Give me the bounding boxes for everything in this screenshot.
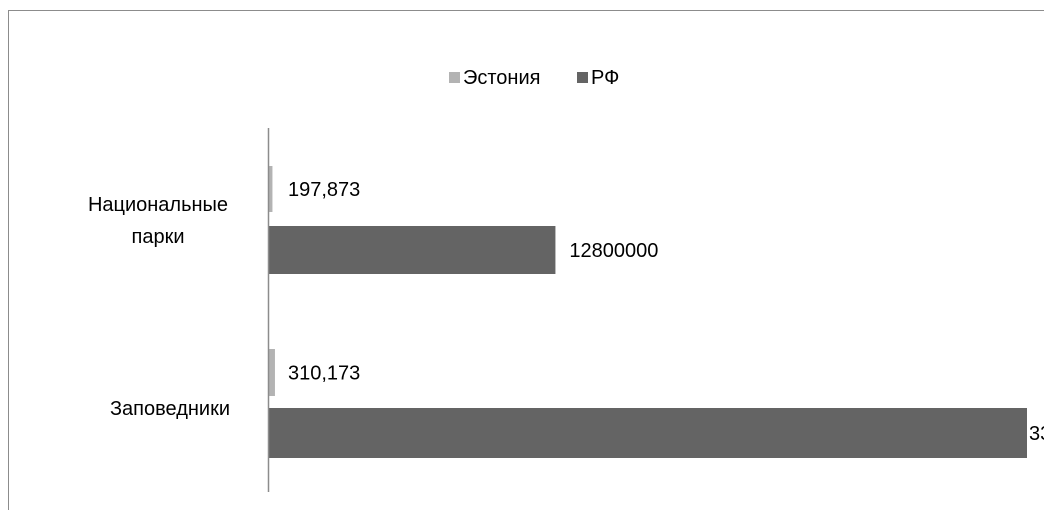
legend-label-estonia: Эстония xyxy=(463,67,540,89)
bar-estonia-1 xyxy=(268,349,275,396)
data-labels: 197,873 12800000 310,173 33,800,000 xyxy=(288,179,1044,445)
category-label-1-line-0: Заповедники xyxy=(110,398,230,420)
chart-border xyxy=(8,10,1044,510)
bar-rf-1 xyxy=(268,408,1027,458)
bars xyxy=(268,166,1027,458)
data-label-estonia-1: 310,173 xyxy=(288,363,360,385)
category-label-0-line-1: парки xyxy=(132,226,185,248)
legend-swatch-rf xyxy=(577,72,588,83)
legend-swatch-estonia xyxy=(449,72,460,83)
legend: Эстония РФ xyxy=(449,67,619,89)
category-label-0-line-0: Национальные xyxy=(88,194,228,216)
data-label-estonia-0: 197,873 xyxy=(288,179,360,201)
category-labels: Национальные парки Заповедники xyxy=(88,194,230,420)
data-label-rf-1: 33,800,000 xyxy=(1029,423,1044,445)
legend-label-rf: РФ xyxy=(591,67,619,89)
data-label-rf-0: 12800000 xyxy=(569,240,658,262)
bar-rf-0 xyxy=(268,226,556,274)
bar-estonia-0 xyxy=(268,166,273,212)
